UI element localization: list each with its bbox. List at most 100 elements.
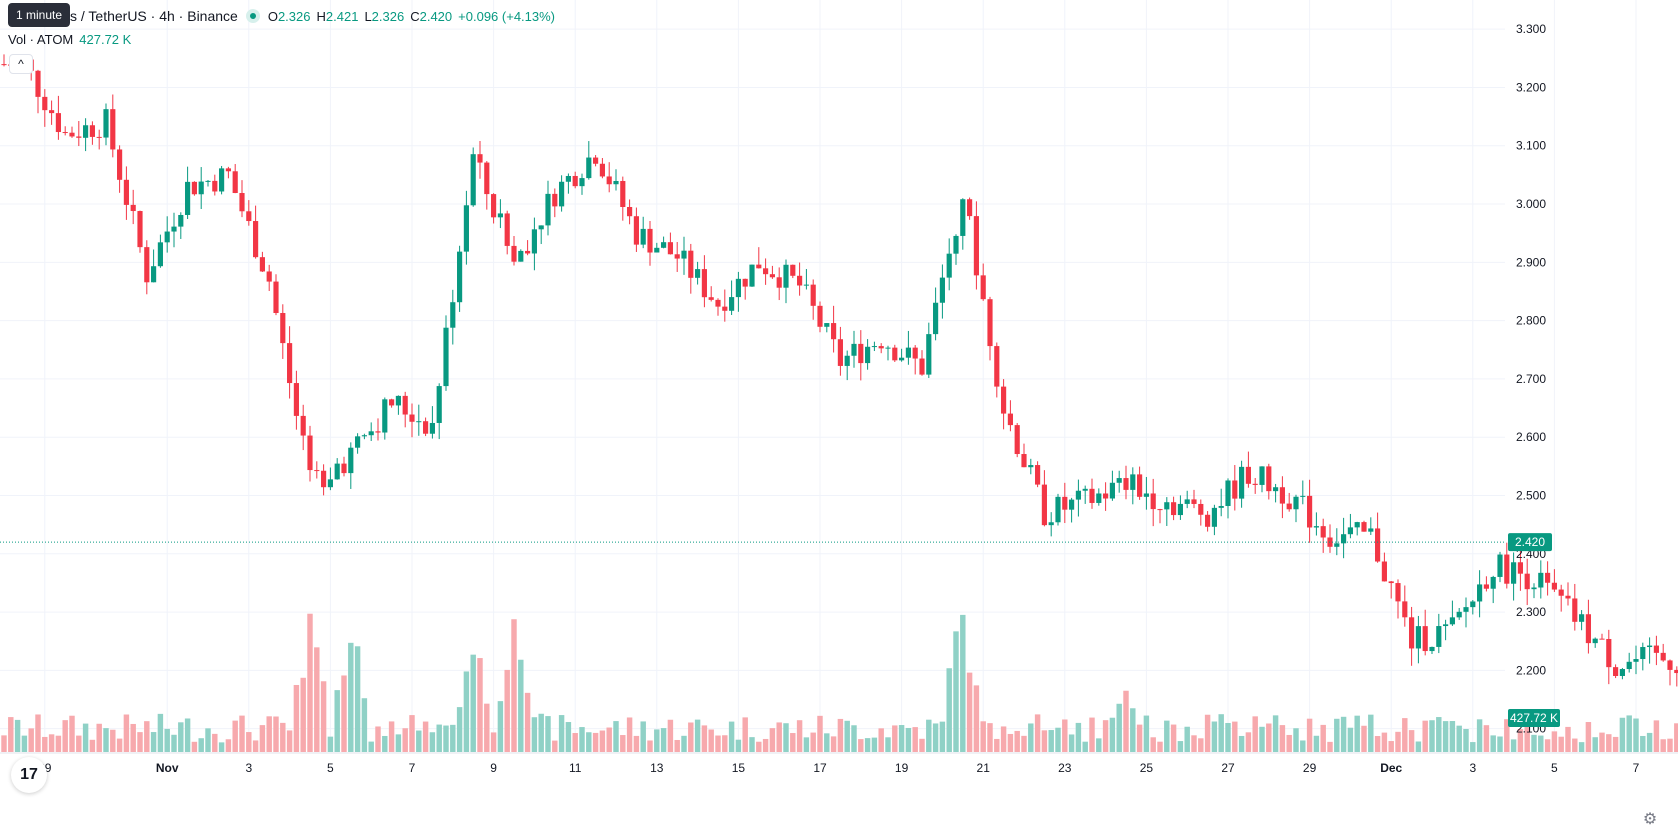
volume-bar	[994, 738, 1000, 752]
settings-gear-icon[interactable]: ⚙	[1642, 811, 1658, 828]
price-axis[interactable]: 3.300 3.200 3.100 3.000 2.900 2.800 2.700 2.600…	[1516, 22, 1546, 736]
volume-bar	[348, 642, 354, 752]
candle-body	[803, 284, 809, 286]
volume-bar	[239, 715, 245, 752]
volume-bar	[1667, 738, 1673, 752]
volume-bar	[361, 698, 368, 752]
candle-body	[933, 302, 939, 335]
collapse-legend-button[interactable]: ^	[9, 54, 33, 74]
volume-bar	[1470, 742, 1476, 752]
volume-bar	[565, 722, 572, 752]
volume-bar	[55, 735, 62, 752]
candle-body	[62, 132, 68, 134]
volume-bar	[1585, 722, 1592, 752]
candle-body	[1327, 537, 1333, 547]
candle-body	[1293, 496, 1299, 510]
volume-bar	[1660, 739, 1666, 752]
time-tick-label: 15	[732, 761, 746, 775]
volume-bar	[1476, 719, 1483, 752]
candle-body	[715, 299, 721, 307]
candle-body	[157, 242, 163, 267]
market-status-icon[interactable]	[245, 9, 260, 23]
volume-bar	[1143, 715, 1150, 752]
candle-body	[701, 269, 707, 298]
time-axis[interactable]: 29Nov357911131517192123252729Dec357911	[0, 752, 1678, 775]
volume-bar	[178, 722, 184, 752]
candle-body	[1483, 584, 1489, 589]
volume-bar	[762, 738, 769, 752]
volume-bars	[1, 613, 1678, 752]
volume-bar	[1225, 722, 1231, 752]
time-tick-label: 29	[1303, 761, 1317, 775]
candle-body	[1517, 562, 1523, 574]
low-label: L	[364, 8, 372, 24]
time-tick-label: 21	[977, 761, 991, 775]
time-tick-label: 5	[1551, 761, 1558, 775]
volume-bar	[1184, 726, 1190, 752]
close-value: 2.420	[419, 8, 453, 24]
volume-bar	[1252, 716, 1258, 752]
candle-body	[1286, 503, 1292, 510]
candle-body	[327, 479, 333, 488]
volume-bar	[429, 732, 436, 752]
candle-body	[783, 264, 789, 288]
candle-body	[273, 281, 279, 313]
volume-bar	[830, 736, 837, 752]
price-tick-label: 2.700	[1516, 372, 1546, 386]
open-label: O	[267, 8, 278, 24]
candle-body	[1252, 483, 1258, 485]
candle-body	[1334, 543, 1340, 547]
time-tick-label: 3	[1469, 761, 1476, 775]
volume-bar	[742, 717, 748, 752]
volume-bar	[892, 725, 898, 752]
candle-body	[572, 175, 578, 187]
tradingview-logo-icon[interactable]: 17	[11, 757, 47, 793]
volume-value: 427.72 K	[79, 32, 132, 47]
volume-bar	[1408, 730, 1415, 752]
candle-body	[1164, 502, 1170, 510]
candle-body	[1075, 490, 1081, 500]
time-tick-label: 13	[650, 761, 664, 775]
volume-bar	[912, 727, 918, 752]
candle-body	[735, 278, 741, 298]
volume-bar	[586, 732, 592, 752]
volume-bar	[1116, 703, 1122, 752]
candle-body	[1497, 554, 1503, 577]
candle-body	[103, 109, 109, 138]
volume-bar	[470, 654, 476, 752]
low-value: 2.326	[371, 8, 405, 24]
volume-bar	[123, 714, 130, 752]
candle-body	[892, 347, 898, 361]
volume-bar	[436, 724, 442, 752]
candle-body	[321, 470, 327, 488]
volume-bar	[552, 740, 558, 752]
candle-body	[1463, 607, 1469, 612]
candle-body	[1007, 413, 1013, 426]
candle-body	[1123, 478, 1129, 490]
candle-body	[232, 171, 238, 194]
volume-bar	[450, 724, 456, 752]
candle-body	[667, 242, 673, 255]
symbol-title[interactable]: s / TetherUS · 4h · Binance	[70, 8, 238, 24]
volume-legend: Vol · ATOM 427.72 K	[8, 32, 131, 47]
candle-body	[198, 181, 204, 195]
candle-body	[171, 226, 177, 232]
volume-bar	[171, 734, 177, 752]
candle-body	[307, 435, 313, 471]
candle-body	[205, 180, 211, 182]
candle-body	[817, 305, 823, 327]
candle-body	[1232, 480, 1238, 499]
candle-body	[1001, 386, 1007, 414]
volume-bar	[1089, 717, 1095, 752]
volume-bar	[647, 740, 653, 752]
volume-bar	[28, 728, 34, 752]
volume-bar	[1245, 732, 1252, 752]
volume-bar	[1429, 720, 1435, 752]
volume-bar	[1198, 738, 1204, 752]
candle-body	[1, 64, 7, 66]
volume-bar	[232, 720, 238, 752]
volume-bar	[164, 728, 170, 752]
volume-bar	[722, 735, 728, 752]
volume-bar	[96, 723, 102, 752]
